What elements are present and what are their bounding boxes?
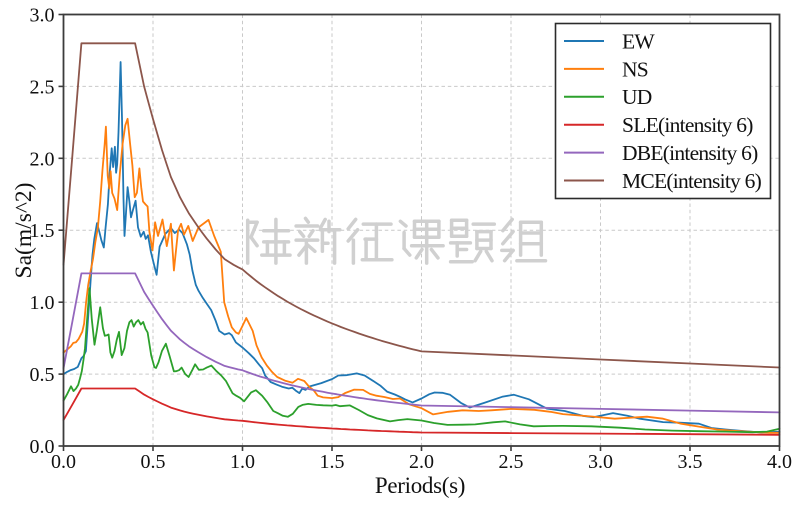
- svg-text:1.0: 1.0: [230, 451, 255, 473]
- svg-text:Periods(s): Periods(s): [375, 473, 465, 498]
- svg-text:4.0: 4.0: [767, 451, 792, 473]
- svg-text:0.0: 0.0: [51, 451, 76, 473]
- svg-text:EW: EW: [622, 29, 655, 53]
- svg-text:0.5: 0.5: [30, 364, 55, 386]
- svg-text:3.5: 3.5: [678, 451, 703, 473]
- svg-text:1.5: 1.5: [30, 220, 55, 242]
- svg-text:SLE(intensity 6): SLE(intensity 6): [622, 113, 753, 137]
- svg-text:2.0: 2.0: [30, 148, 55, 170]
- svg-text:3.0: 3.0: [588, 451, 613, 473]
- svg-text:3.0: 3.0: [30, 5, 55, 27]
- svg-text:Sa(m/s^2): Sa(m/s^2): [11, 183, 37, 279]
- svg-text:NS: NS: [622, 57, 648, 81]
- svg-text:2.5: 2.5: [30, 76, 55, 98]
- svg-text:DBE(intensity 6): DBE(intensity 6): [622, 141, 758, 165]
- svg-text:MCE(intensity 6): MCE(intensity 6): [622, 169, 762, 193]
- svg-text:1.0: 1.0: [30, 292, 55, 314]
- svg-text:0.0: 0.0: [30, 436, 55, 458]
- svg-text:UD: UD: [622, 85, 652, 109]
- svg-text:2.0: 2.0: [409, 451, 434, 473]
- svg-text:1.5: 1.5: [320, 451, 345, 473]
- svg-text:0.5: 0.5: [141, 451, 166, 473]
- svg-text:2.5: 2.5: [499, 451, 524, 473]
